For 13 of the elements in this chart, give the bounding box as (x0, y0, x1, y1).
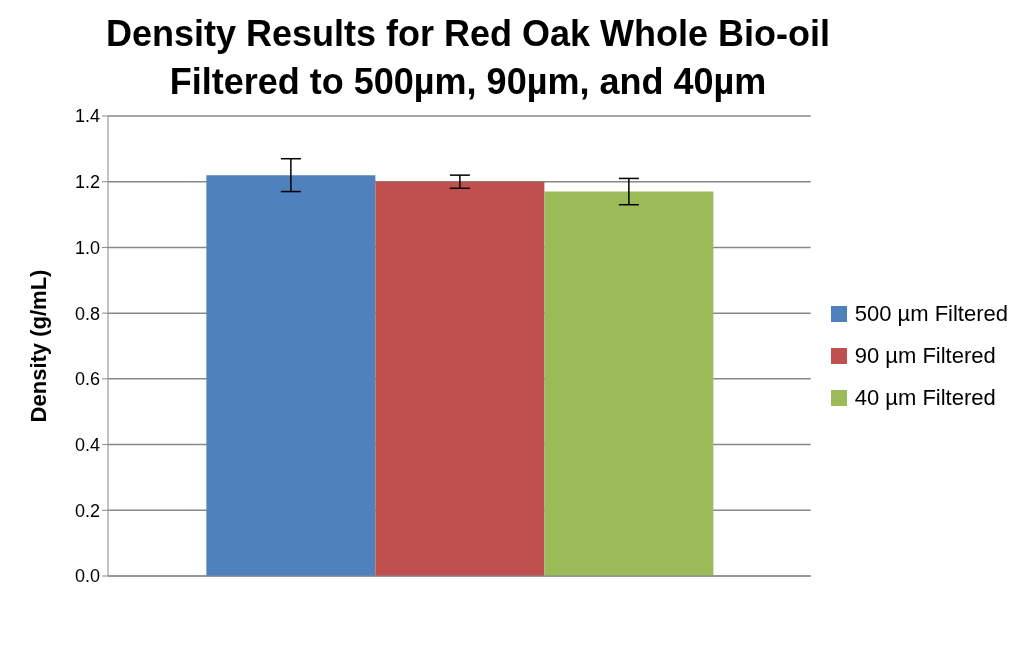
y-tick-label: 0.2 (74, 500, 100, 521)
legend-label: 500 µm Filtered (854, 300, 1008, 328)
y-tick-label: 0.0 (74, 566, 100, 587)
y-tick-label: 1.0 (74, 237, 100, 258)
y-tick-label: 1.4 (74, 106, 100, 127)
y-tick-label: 0.8 (74, 303, 100, 324)
legend-label: 40 µm Filtered (854, 384, 996, 412)
y-tick-label: 0.4 (74, 434, 100, 455)
y-axis-title: Density (g/mL) (25, 269, 51, 423)
chart-title: Density Results for Red Oak Whole Bio-oil Filtered to 500µm, 90µm, and 40µm (104, 12, 832, 104)
y-tick-label: 0.6 (74, 369, 100, 390)
y-tick-label: 1.2 (74, 172, 100, 193)
legend-label: 90 µm Filtered (854, 342, 996, 370)
